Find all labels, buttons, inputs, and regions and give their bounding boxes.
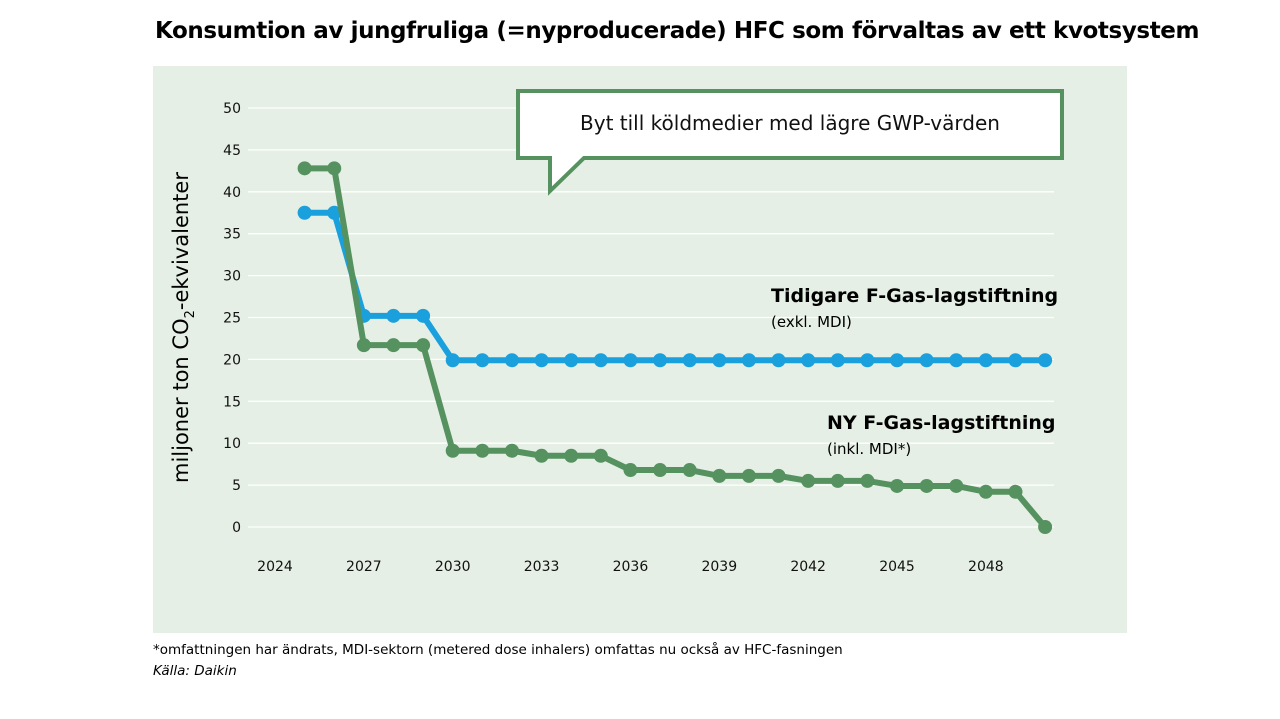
data-point xyxy=(919,478,934,493)
data-point xyxy=(890,478,905,493)
series-name-old: Tidigare F-Gas-lagstiftning xyxy=(771,285,1058,307)
data-point xyxy=(564,448,579,463)
data-point xyxy=(949,353,964,368)
x-tick-label: 2036 xyxy=(613,559,649,575)
y-tick-label: 0 xyxy=(232,520,241,536)
y-tick-label: 10 xyxy=(223,436,241,452)
y-axis-label-subscript: 2 xyxy=(183,310,198,318)
data-point xyxy=(386,308,401,323)
data-point xyxy=(593,448,608,463)
data-point xyxy=(712,468,727,483)
callout-box: Byt till köldmedier med lägre GWP-värden xyxy=(516,89,1064,196)
x-tick-label: 2048 xyxy=(968,559,1004,575)
data-point xyxy=(327,205,342,220)
data-point xyxy=(504,353,519,368)
source-note: Källa: Daikin xyxy=(153,663,237,679)
x-tick-label: 2045 xyxy=(879,559,915,575)
y-tick-label: 40 xyxy=(223,185,241,201)
y-axis-label: miljoner ton CO2-ekvivalenter xyxy=(169,172,198,483)
y-axis-label-main: miljoner ton CO xyxy=(169,318,193,483)
data-point xyxy=(593,353,608,368)
data-point xyxy=(949,478,964,493)
data-point xyxy=(653,463,668,478)
x-tick-label: 2024 xyxy=(257,559,293,575)
data-point xyxy=(386,338,401,353)
data-point xyxy=(534,448,549,463)
y-tick-label: 20 xyxy=(223,352,241,368)
data-point xyxy=(534,353,549,368)
series-1 xyxy=(297,161,1053,534)
data-point xyxy=(475,443,490,458)
y-tick-label: 50 xyxy=(223,101,241,117)
y-tick-label: 35 xyxy=(223,227,241,243)
data-point xyxy=(623,353,638,368)
data-point xyxy=(801,353,816,368)
series-subtitle-old: (exkl. MDI) xyxy=(771,313,852,331)
x-tick-label: 2039 xyxy=(701,559,737,575)
data-point xyxy=(297,205,312,220)
data-point xyxy=(771,353,786,368)
data-point xyxy=(741,468,756,483)
data-point xyxy=(978,353,993,368)
data-point xyxy=(475,353,490,368)
x-axis-ticks: 2024 2027 2030 2033 2036 2039 2042 2045 2048 xyxy=(257,559,1004,575)
data-point xyxy=(564,353,579,368)
data-point xyxy=(623,463,638,478)
y-axis-label-rest: -ekvivalenter xyxy=(169,172,193,310)
data-point xyxy=(801,473,816,488)
data-point xyxy=(327,161,342,176)
footnote: *omfattningen har ändrats, MDI-sektorn (… xyxy=(153,642,843,658)
data-point xyxy=(860,353,875,368)
data-point xyxy=(445,443,460,458)
y-axis-ticks: 0 5 10 15 20 25 30 35 40 45 50 xyxy=(223,101,241,536)
data-point xyxy=(830,473,845,488)
data-point xyxy=(416,338,431,353)
data-point xyxy=(416,308,431,323)
y-tick-label: 15 xyxy=(223,394,241,410)
series-0 xyxy=(297,205,1053,368)
line-chart: 0 5 10 15 20 25 30 35 40 45 50 2024 2027 2030 2033 203… xyxy=(169,89,1064,575)
series-subtitle-new: (inkl. MDI*) xyxy=(827,440,911,458)
data-point xyxy=(741,353,756,368)
callout-text: Byt till köldmedier med lägre GWP-värden xyxy=(580,111,1000,135)
y-tick-label: 45 xyxy=(223,143,241,159)
data-point xyxy=(890,353,905,368)
data-point xyxy=(682,463,697,478)
data-point xyxy=(771,468,786,483)
data-point xyxy=(297,161,312,176)
y-tick-label: 25 xyxy=(223,311,241,327)
data-point xyxy=(712,353,727,368)
y-tick-label: 30 xyxy=(223,269,241,285)
data-point xyxy=(860,473,875,488)
label-new-series: NY F-Gas-lagstiftning (inkl. MDI*) xyxy=(827,412,1056,458)
y-tick-label: 5 xyxy=(232,478,241,494)
data-point xyxy=(1008,353,1023,368)
data-point xyxy=(830,353,845,368)
data-point xyxy=(445,353,460,368)
data-point xyxy=(682,353,697,368)
series-name-new: NY F-Gas-lagstiftning xyxy=(827,412,1056,434)
x-tick-label: 2030 xyxy=(435,559,471,575)
data-point xyxy=(653,353,668,368)
series-group xyxy=(297,161,1053,534)
label-old-series: Tidigare F-Gas-lagstiftning (exkl. MDI) xyxy=(771,285,1058,331)
data-point xyxy=(504,443,519,458)
series-line xyxy=(301,165,1049,530)
data-point xyxy=(356,338,371,353)
x-tick-label: 2027 xyxy=(346,559,382,575)
data-point xyxy=(1008,484,1023,499)
data-point xyxy=(1038,353,1053,368)
data-point xyxy=(978,484,993,499)
data-point xyxy=(919,353,934,368)
chart-title: Konsumtion av jungfruliga (=nyproducerad… xyxy=(155,18,1200,44)
chart-panel: 0 5 10 15 20 25 30 35 40 45 50 2024 2027 2030 2033 203… xyxy=(153,66,1127,633)
data-point xyxy=(1038,520,1053,534)
x-tick-label: 2042 xyxy=(790,559,826,575)
callout-shape xyxy=(516,89,1064,196)
x-tick-label: 2033 xyxy=(524,559,560,575)
